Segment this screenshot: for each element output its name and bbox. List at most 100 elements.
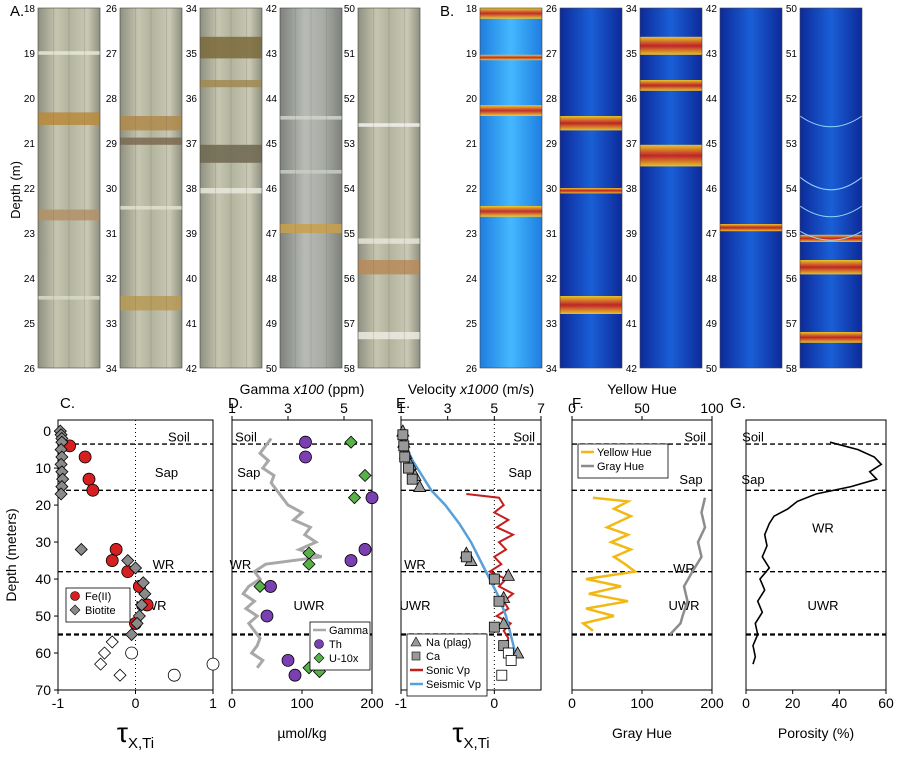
core-depth-tick: 33 [106,319,118,330]
scan-hot-band [480,206,542,217]
legend-label: U-10x [329,653,359,665]
core-depth-tick: 54 [344,184,356,195]
na-plag--point [412,479,427,492]
core-depth-tick: 22 [24,184,36,195]
fe-ii--point [82,472,96,486]
x-tick-label: 60 [878,695,894,711]
scan-hot-band [640,80,702,91]
u-10x-point [253,579,267,594]
ca-point [493,595,505,607]
core-depth-tick: 34 [546,364,558,375]
lower-point [97,646,112,660]
core-depth-tick: 43 [706,49,718,60]
zone-label-sap: Sap [155,465,178,480]
core-depth-tick: 41 [186,319,198,330]
legend-label: Yellow Hue [597,447,652,459]
top-tick-label: 5 [340,400,348,416]
core-frame [479,7,543,369]
core-depth-tick: 30 [546,184,558,195]
na-plag--point [496,616,511,629]
x-tick-label: 1 [209,695,217,711]
legend-label: Seismic Vp [426,679,481,691]
core-column-b4: 42 43 44 45 46 47 48 49 50 [706,4,783,375]
lower-point [113,668,127,682]
zone-label-wr: WR [673,561,695,576]
lower-c-point [125,646,139,660]
ca-point [399,451,411,463]
legend-box [577,443,669,479]
scan-hot-band [480,8,542,19]
lower-c-point [167,668,181,682]
legend-label: Th [329,639,342,651]
x-tick-label: 100 [290,695,314,711]
legend-label: Ca [426,651,441,663]
zone-label-soil: Soil [168,430,190,445]
zone-label-soil: Soil [235,430,257,445]
core-depth-tick: 57 [786,319,798,330]
core-depth-tick: 43 [266,49,278,60]
core-column-b5: 50 51 52 53 54 55 56 57 58 [786,4,863,375]
x-axis-label: Porosity (%) [778,725,854,741]
y-tick-label: 0 [43,423,51,439]
panel-label-e: E. [396,395,410,412]
title-part: x100 [292,381,324,397]
core-frame [279,7,343,369]
biotite-point [54,487,68,501]
na-plag--point [501,568,516,581]
scan-fracture [799,230,863,241]
gray-hue-line [669,497,707,636]
core-depth-tick: 34 [186,4,198,15]
y-tick-label: 20 [35,497,51,513]
x-tick-label: 0 [742,695,750,711]
zone-label-sap: Sap [741,472,764,487]
lower-c-point [206,657,220,671]
biotite-point [135,598,149,612]
zone-label-soil: Soil [684,430,706,445]
biotite-point [130,616,144,630]
biotite-point [74,542,88,557]
x-axis-label-tau: τX,Ti [452,717,489,752]
core-depth-tick: 50 [786,4,798,15]
core-depth-tick: 18 [24,4,36,15]
core-depth-tick: 55 [344,229,356,240]
zone-label-uwr: UWR [807,598,838,613]
scan-hot-band [640,144,702,167]
core-depth-tick: 58 [786,364,798,375]
u-10x-point [344,435,358,449]
legend-label: Sonic Vp [426,665,470,677]
scan-hot-band [560,296,622,314]
core-depth-tick: 27 [546,49,558,60]
legend-label: Gray Hue [597,461,644,473]
core-depth-tick: 22 [466,184,478,195]
x-tick-label: 0 [490,695,498,711]
core-depth-tick: 26 [24,364,36,375]
ca-point [488,573,500,585]
ca-point [398,440,410,452]
core-depth-tick: 46 [266,184,278,195]
top-tick-label: 1 [397,400,405,416]
core-image-b1 [480,8,542,368]
core-frame [37,7,101,369]
title-part: Yellow Hue [607,381,677,397]
biotite-point [138,587,152,601]
chart-panel-f: 0 100 200 0 50 100 Soil Sap WR UWR Yellow Hue Gray … [568,381,724,741]
th-point [344,554,358,567]
zone-label-wr: WR [404,557,426,572]
core-column-a4: 42 43 44 45 46 47 48 49 50 [266,4,343,375]
core-depth-tick: 45 [706,139,718,150]
zone-label-wr: WR [230,557,252,572]
th-point [288,668,302,682]
legend-label: Fe(II) [85,591,111,603]
legend-marker [314,639,324,649]
core-column-a2: 26 27 28 29 30 31 32 33 34 [106,4,183,375]
core-depth-tick: 25 [466,319,478,330]
core-depth-tick: 39 [186,229,198,240]
core-depth-tick: 56 [344,274,356,285]
panel-label-d: D. [228,395,243,412]
core-depth-tick: 56 [786,274,798,285]
core-depth-tick: 26 [466,364,478,375]
zone-label-uwr: UWR [668,598,699,613]
core-depth-tick: 39 [626,229,638,240]
y-tick-label: 30 [35,534,51,550]
